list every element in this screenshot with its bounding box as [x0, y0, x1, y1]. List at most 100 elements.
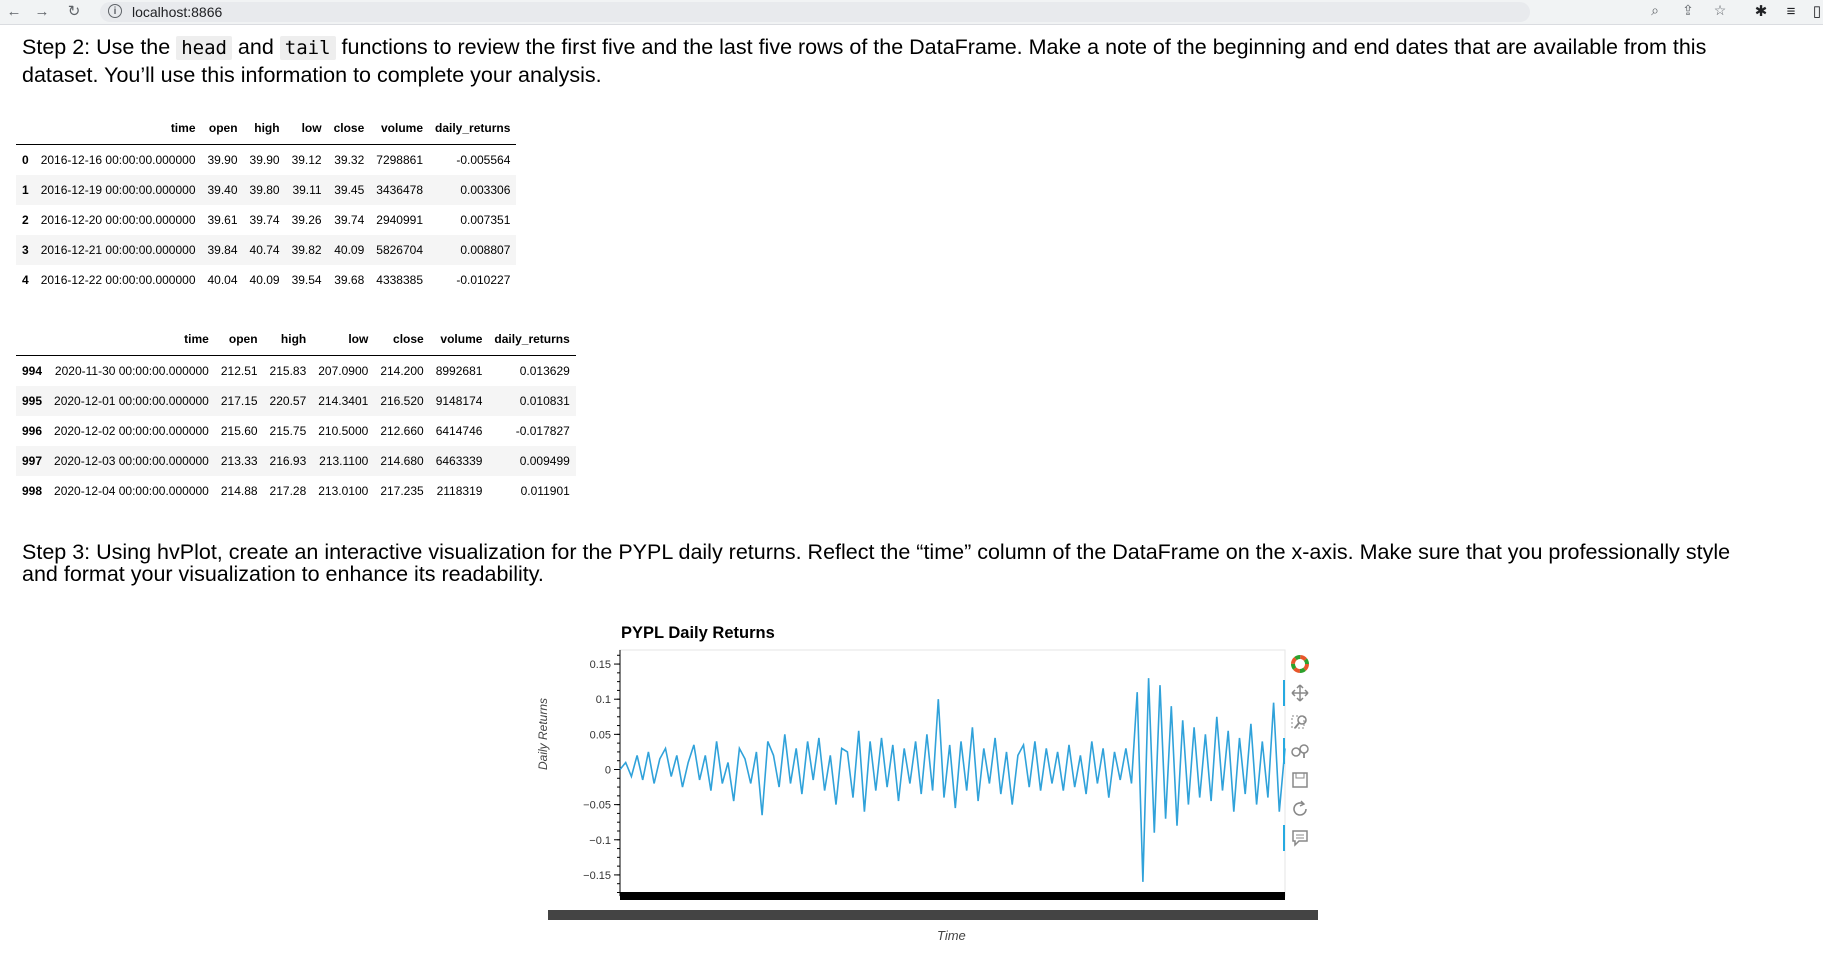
cell-volume: 4338385: [376, 273, 423, 287]
address-url[interactable]: localhost:8866: [132, 4, 223, 20]
daily-returns-chart[interactable]: PYPL Daily Returns 0.15 0.1 0.05 0 −0.05 −0.1…: [536, 620, 1320, 954]
step3-text-line2: and format your visualization to enhance…: [22, 562, 544, 586]
head-dataframe-table: time open high low close volume daily_returns …: [16, 111, 517, 295]
active-tool-indicator: [1283, 738, 1285, 764]
cell-close: 216.520: [380, 394, 424, 408]
cell-low: 39.54: [291, 273, 322, 287]
column-header-daily-returns: daily_returns: [488, 322, 576, 356]
cell-volume: 3436478: [376, 183, 423, 197]
daily-returns-series-line: [619, 678, 1286, 882]
forward-arrow-icon[interactable]: →: [34, 3, 50, 20]
cell-daily-returns: -0.010227: [456, 273, 511, 287]
code-tail: tail: [279, 36, 336, 60]
cell-open: 39.90: [207, 153, 238, 167]
chart-title: PYPL Daily Returns: [621, 624, 775, 642]
cell-open: 39.84: [207, 243, 238, 257]
address-bar[interactable]: i localhost:8866: [100, 2, 1530, 22]
wheel-zoom-icon[interactable]: [1286, 737, 1314, 765]
column-header-volume: volume: [429, 322, 489, 356]
cell-time: 2016-12-16 00:00:00.000000: [40, 153, 196, 167]
cell-low: 39.12: [291, 153, 322, 167]
row-index: 996: [22, 424, 43, 438]
row-index: 4: [22, 273, 29, 287]
table-row: 1 2016-12-19 00:00:00.000000 39.40 39.80 39.…: [16, 175, 517, 205]
cell-low: 213.0100: [318, 484, 369, 498]
code-head: head: [176, 36, 232, 60]
cell-daily-returns: 0.011901: [520, 484, 570, 498]
table-row: 994 2020-11-30 00:00:00.000000 212.51 215.8…: [16, 356, 576, 387]
cell-daily-returns: -0.005564: [456, 153, 511, 167]
cell-close: 39.32: [334, 153, 365, 167]
cell-volume: 6414746: [435, 424, 483, 438]
y-axis-label: Daily Returns: [536, 697, 550, 770]
cell-low: 39.11: [292, 183, 322, 197]
cell-open: 40.04: [207, 273, 238, 287]
cell-high: 215.75: [269, 424, 307, 438]
cell-high: 39.74: [249, 213, 280, 227]
cell-open: 214.88: [220, 484, 258, 498]
bokeh-logo-icon[interactable]: [1286, 650, 1314, 678]
zoom-icon[interactable]: ⌕: [1651, 2, 1659, 18]
cell-close: 39.45: [334, 183, 365, 197]
cell-close: 217.235: [380, 484, 424, 498]
cell-volume: 6463339: [435, 454, 483, 468]
cell-close: 40.09: [334, 243, 365, 257]
cell-open: 212.51: [220, 364, 258, 378]
extensions-puzzle-icon[interactable]: ✱: [1754, 3, 1768, 20]
back-arrow-icon[interactable]: ←: [6, 3, 22, 20]
row-index: 3: [22, 243, 29, 257]
bookmark-star-icon[interactable]: ☆: [1713, 2, 1727, 18]
column-header-low: low: [285, 111, 328, 145]
reload-icon[interactable]: ↻: [67, 3, 81, 20]
y-tick-label: −0.05: [583, 800, 611, 812]
chart-plot-area[interactable]: 0.15 0.1 0.05 0 −0.05 −0.1 −0.15: [540, 620, 1320, 954]
box-zoom-icon[interactable]: [1286, 708, 1314, 736]
pan-icon[interactable]: [1286, 679, 1314, 707]
column-header-close: close: [327, 111, 371, 145]
hover-icon[interactable]: [1286, 824, 1314, 852]
reading-list-icon[interactable]: ≡: [1786, 3, 1796, 20]
cell-time: 2016-12-22 00:00:00.000000: [40, 273, 196, 287]
cell-volume: 9148174: [435, 394, 483, 408]
cell-low: 39.26: [291, 213, 322, 227]
active-tool-indicator: [1283, 680, 1285, 706]
table-row: 995 2020-12-01 00:00:00.000000 217.15 220.5…: [16, 386, 576, 416]
cell-close: 214.680: [380, 454, 424, 468]
cell-open: 215.60: [220, 424, 258, 438]
cell-daily-returns: 0.010831: [519, 394, 570, 408]
cell-volume: 7298861: [376, 153, 423, 167]
chart-range-scrollbar[interactable]: [548, 910, 1318, 920]
cell-time: 2020-12-01 00:00:00.000000: [54, 394, 209, 408]
y-tick-label: 0.15: [590, 659, 611, 671]
x-axis-band: [620, 892, 1285, 900]
cell-high: 39.80: [249, 183, 280, 197]
save-icon[interactable]: [1286, 766, 1314, 794]
cell-volume: 2118319: [436, 484, 483, 498]
x-axis-label: Time: [937, 928, 966, 943]
side-panel-icon[interactable]: ▯: [1812, 3, 1822, 20]
cell-daily-returns: 0.013629: [519, 364, 570, 378]
table-row: 0 2016-12-16 00:00:00.000000 39.90 39.90 39.…: [16, 145, 516, 176]
table-row: 997 2020-12-03 00:00:00.000000 213.33 216.9…: [16, 446, 576, 476]
table-row: 4 2016-12-22 00:00:00.000000 40.04 40.09 39.…: [16, 265, 516, 295]
cell-close: 212.660: [380, 424, 424, 438]
active-tool-indicator: [1283, 825, 1285, 851]
cell-high: 220.57: [269, 394, 307, 408]
site-info-icon[interactable]: i: [108, 4, 122, 18]
y-tick-label: −0.15: [583, 870, 611, 882]
y-tick-label: −0.1: [589, 835, 611, 847]
step2-text-and: and: [231, 35, 280, 59]
row-index: 995: [22, 394, 43, 408]
cell-high: 40.74: [249, 243, 280, 257]
column-header-open: open: [201, 111, 244, 145]
cell-time: 2016-12-21 00:00:00.000000: [40, 243, 196, 257]
column-header-close: close: [374, 322, 430, 356]
index-header: [16, 322, 49, 356]
index-header: [16, 111, 35, 145]
cell-high: 217.28: [269, 484, 307, 498]
share-icon[interactable]: ⇪: [1682, 2, 1694, 18]
column-header-volume: volume: [370, 111, 429, 145]
reset-icon[interactable]: [1286, 795, 1314, 823]
column-header-low: low: [312, 322, 375, 356]
step2-text-start: Step 2: Use the: [22, 35, 177, 59]
